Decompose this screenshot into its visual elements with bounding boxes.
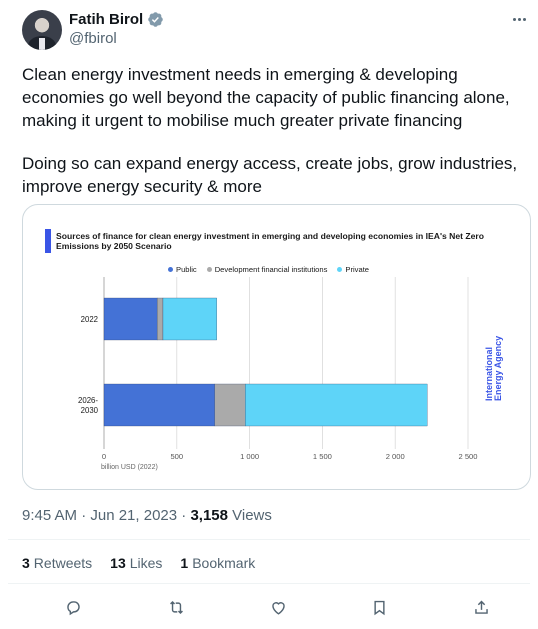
bookmarks-label: Bookmark (192, 555, 256, 571)
avatar[interactable] (22, 10, 62, 50)
retweets-stat[interactable]: 3 Retweets (22, 555, 92, 571)
legend-label: Public (176, 265, 197, 274)
legend-item: Private (337, 265, 369, 274)
views-label: Views (227, 507, 272, 524)
category-label: 2026- (78, 396, 98, 405)
x-axis-label: billion USD (2022) (101, 464, 158, 471)
legend-swatch (206, 267, 212, 272)
chart-title: Sources of finance for clean energy inve… (56, 231, 485, 251)
x-tick-label: 1 000 (240, 452, 259, 461)
category-label: 2030 (81, 406, 99, 415)
bar-segment (162, 297, 217, 341)
bookmark-icon[interactable] (368, 596, 390, 618)
bar-segment (156, 297, 164, 341)
author-name[interactable]: Fatih Birol (69, 11, 144, 28)
author-handle[interactable]: @fbirol (69, 30, 117, 47)
tweet-paragraph-1: Clean energy investment needs in emergin… (22, 65, 510, 130)
bar-segment (245, 383, 428, 427)
category-label: 2022 (81, 315, 98, 324)
chart-plot: 0 500 1 000 1 500 2 000 2 500 billion USD (202… (78, 277, 478, 471)
retweets-count: 3 (22, 555, 30, 571)
likes-stat[interactable]: 13 Likes (110, 555, 162, 571)
retweets-label: Retweets (33, 555, 93, 571)
bar-segment (103, 383, 215, 427)
legend-label: Private (345, 265, 370, 274)
bookmarks-stat[interactable]: 1 Bookmark (180, 555, 255, 571)
bar-segment (103, 297, 158, 341)
more-options-icon[interactable] (508, 8, 530, 30)
iea-logo: International Energy Agency (484, 335, 503, 401)
legend-item: Development financial institutions (206, 265, 328, 274)
x-tick-label: 500 (170, 452, 183, 461)
x-tick-label: 2 500 (458, 452, 477, 461)
tweet-paragraph-2: Doing so can expand energy access, creat… (22, 154, 518, 196)
tweet-text: Clean energy investment needs in emergin… (22, 63, 522, 198)
legend-swatch (337, 267, 343, 272)
divider (8, 539, 530, 540)
views-count: 3,158 (190, 507, 228, 524)
tweet-meta: 9:45 AM · Jun 21, 2023 · 3,158 Views (22, 507, 272, 524)
author-name-row[interactable]: Fatih Birol (69, 11, 164, 28)
verified-badge-icon (148, 12, 163, 27)
brand-line-2: Energy Agency (493, 335, 503, 401)
share-icon[interactable] (470, 596, 492, 618)
legend-item: Public (168, 265, 197, 274)
retweet-icon[interactable] (165, 596, 187, 618)
x-tick-label: 1 500 (313, 452, 332, 461)
legend-swatch (168, 267, 173, 272)
reply-icon[interactable] (62, 596, 84, 618)
media-card[interactable]: Sources of finance for clean energy inve… (22, 204, 531, 490)
like-icon[interactable] (267, 596, 289, 618)
action-bar (0, 596, 538, 620)
likes-label: Likes (129, 555, 163, 571)
x-tick-label: 2 000 (386, 452, 405, 461)
divider (8, 583, 530, 584)
chart-title-accent (45, 229, 51, 253)
bar-segment (214, 383, 246, 427)
likes-count: 13 (110, 555, 126, 571)
bookmarks-count: 1 (180, 555, 189, 571)
tweet-stats: 3 Retweets 13 Likes 1 Bookmark (22, 555, 255, 571)
tweet-time[interactable]: 9:45 AM · Jun 21, 2023 · (22, 507, 191, 524)
legend-label: Development financial institutions (214, 265, 328, 274)
chart-legend: Public Development financial institutions… (168, 265, 369, 274)
x-tick-label: 0 (102, 452, 106, 461)
